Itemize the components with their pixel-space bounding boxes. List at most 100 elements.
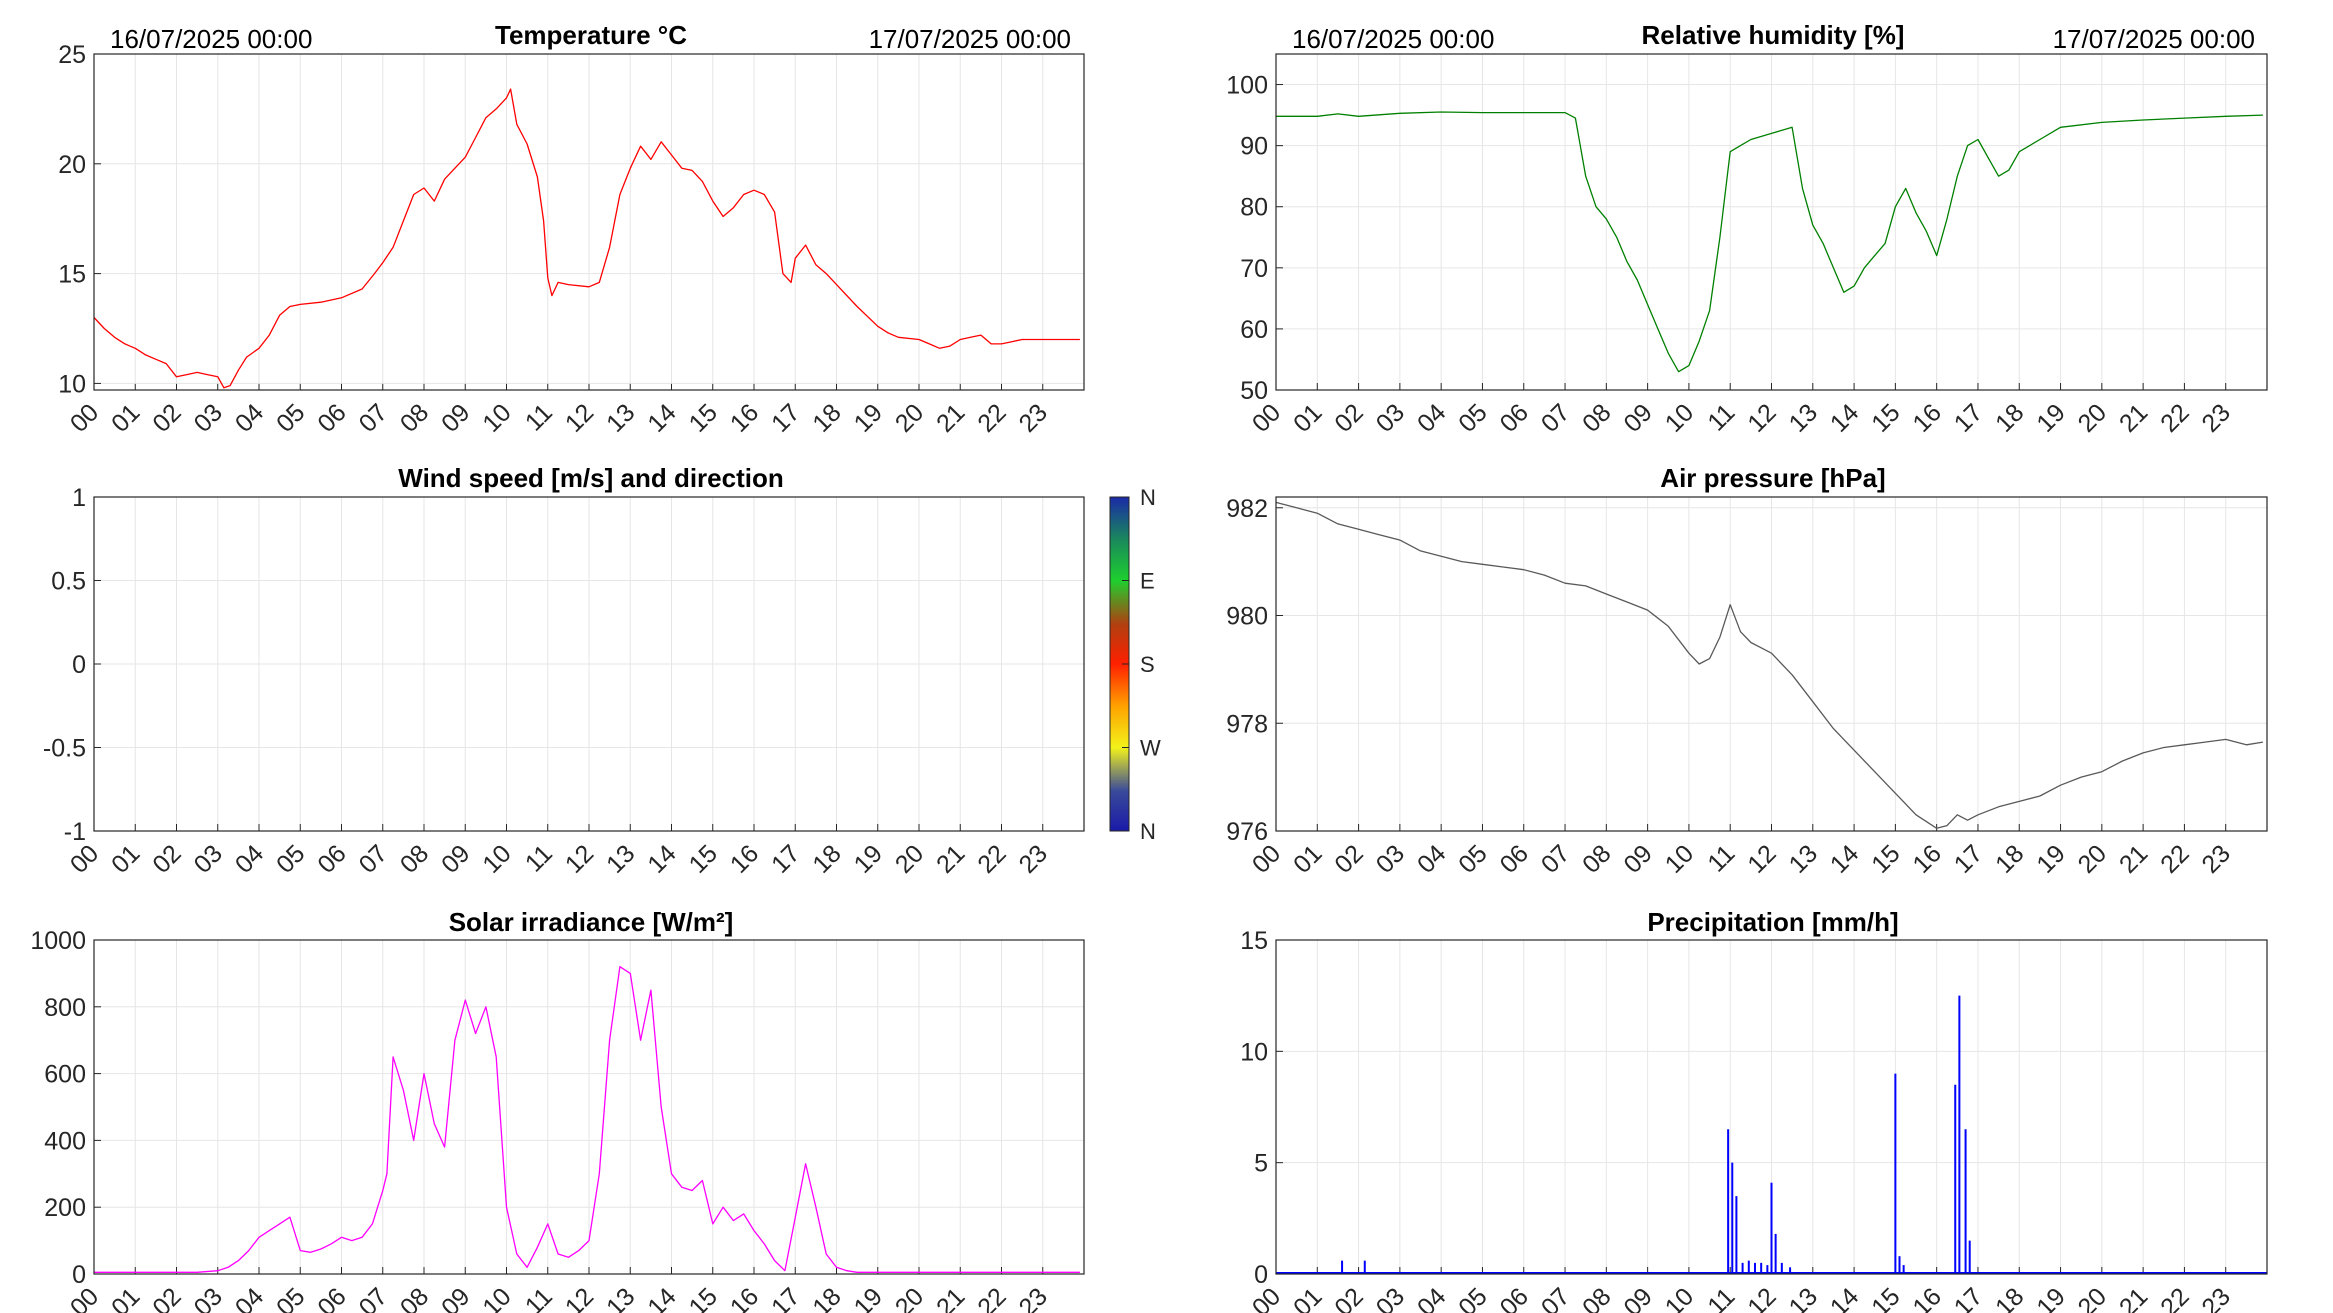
solar-xtick-label: 12 (560, 1282, 599, 1313)
solar-xtick-label: 07 (354, 1282, 393, 1313)
pressure-ytick-label: 978 (1226, 710, 1268, 738)
chart-precip: 00 01 02 03 04 05 06 07 08 09 10 11 12 13 14 15 16 17 18 19… (1240, 927, 2268, 1313)
precip-ytick-label: 5 (1254, 1150, 1268, 1178)
wind-xtick-label: 16 (725, 839, 764, 878)
wind-xtick-label: 08 (395, 839, 434, 878)
wind-xtick-label: 07 (354, 839, 393, 878)
wind-xtick-label: 23 (1014, 839, 1053, 878)
solar-xtick-label: 11 (520, 1282, 558, 1313)
temperature-ytick-label: 15 (58, 261, 86, 289)
pressure-xtick-label: 10 (1660, 839, 1699, 878)
temperature-ytick-label: 20 (58, 151, 86, 179)
temperature-xtick-label: 20 (890, 398, 929, 437)
humidity-xtick-label: 10 (1660, 398, 1699, 437)
pressure-xtick-label: 11 (1702, 839, 1740, 877)
pressure-xtick-label: 13 (1784, 839, 1823, 878)
humidity-xtick-label: 02 (1329, 398, 1368, 437)
humidity-xtick-label: 06 (1495, 398, 1534, 437)
pressure-xtick-label: 09 (1618, 839, 1657, 878)
temperature-xtick-label: 08 (395, 398, 434, 437)
solar-xtick-label: 02 (147, 1282, 186, 1313)
humidity-ytick-label: 80 (1240, 194, 1268, 222)
chart-solar: 00 01 02 03 04 05 06 07 08 09 10 11 12 13 14 15 16 17 18 19… (30, 927, 1085, 1313)
temperature-xtick-label: 00 (65, 398, 104, 437)
date-start-temperature: 16/07/2025 00:00 (110, 24, 312, 54)
solar-xtick-label: 22 (972, 1282, 1011, 1313)
wind-xtick-label: 12 (560, 839, 599, 878)
colorbar-label-N: N (1140, 819, 1156, 844)
solar-xtick-label: 23 (1014, 1282, 1053, 1313)
wind-xtick-label: 04 (230, 839, 270, 879)
pressure-xtick-label: 12 (1742, 839, 1781, 878)
solar-xtick-label: 06 (312, 1282, 351, 1313)
solar-axes-box (93, 939, 1085, 1275)
wind-xtick-label: 21 (931, 839, 970, 878)
humidity-ytick-label: 90 (1240, 133, 1268, 161)
precip-xtick-label: 21 (2114, 1282, 2153, 1313)
pressure-ytick-label: 976 (1226, 818, 1268, 846)
chart-wind: 00 01 02 03 04 05 06 07 08 09 10 11 12 13 14 15 16 17 18 19… (43, 484, 1085, 879)
precip-xtick-label: 03 (1371, 1282, 1410, 1313)
temperature-xtick-label: 16 (725, 398, 764, 437)
humidity-ytick-label: 60 (1240, 316, 1268, 344)
chart-pressure: 00 01 02 03 04 05 06 07 08 09 10 11 12 13 14 15 16 17 18 19… (1226, 495, 2268, 879)
pressure-xtick-label: 16 (1907, 839, 1946, 878)
precip-xtick-label: 06 (1495, 1282, 1534, 1313)
solar-ytick-label: 600 (44, 1061, 86, 1089)
humidity-xtick-label: 20 (2073, 398, 2112, 437)
pressure-xtick-label: 14 (1825, 839, 1865, 879)
pressure-xtick-label: 23 (2196, 839, 2235, 878)
temperature-xtick-label: 11 (520, 398, 558, 436)
wind-ytick-label: -0.5 (43, 735, 86, 763)
humidity-xtick-label: 05 (1453, 398, 1492, 437)
humidity-xtick-label: 03 (1371, 398, 1410, 437)
pressure-xtick-label: 05 (1453, 839, 1492, 878)
humidity-series-line (1276, 111, 2263, 373)
humidity-xtick-label: 12 (1742, 398, 1781, 437)
humidity-xtick-label: 07 (1536, 398, 1575, 437)
humidity-xtick-label: 18 (1990, 398, 2029, 437)
pressure-xtick-label: 17 (1949, 839, 1988, 878)
temperature-xtick-label: 18 (807, 398, 846, 437)
precip-xtick-label: 15 (1866, 1282, 1905, 1313)
precip-ytick-label: 10 (1240, 1038, 1268, 1066)
pressure-xtick-label: 22 (2155, 839, 2194, 878)
wind-xtick-label: 11 (520, 839, 558, 877)
wind-ytick-label: -1 (64, 818, 86, 846)
precip-xtick-label: 07 (1536, 1282, 1575, 1313)
solar-xtick-label: 13 (601, 1282, 640, 1313)
humidity-xtick-label: 16 (1907, 398, 1946, 437)
temperature-xtick-label: 09 (436, 398, 475, 437)
pressure-xtick-label: 02 (1329, 839, 1368, 878)
temperature-xtick-label: 10 (477, 398, 516, 437)
temperature-series-line (93, 88, 1080, 389)
precip-xtick-label: 19 (2031, 1282, 2070, 1313)
precip-xtick-label: 23 (2196, 1282, 2235, 1313)
solar-xtick-label: 21 (931, 1282, 970, 1313)
solar-xtick-label: 01 (106, 1282, 145, 1313)
pressure-xtick-label: 04 (1412, 839, 1452, 879)
chart-title-wind: Wind speed [m/s] and direction (398, 463, 783, 493)
wind-xtick-label: 18 (807, 839, 846, 878)
precip-xtick-label: 20 (2073, 1282, 2112, 1313)
temperature-xtick-label: 21 (931, 398, 970, 437)
solar-ytick-label: 400 (44, 1127, 86, 1155)
temperature-xtick-label: 22 (972, 398, 1011, 437)
wind-ytick-label: 0 (72, 651, 86, 679)
solar-ytick-label: 800 (44, 994, 86, 1022)
colorbar-labels: N W S E N (1122, 485, 1161, 844)
humidity-xtick-label: 23 (2196, 398, 2235, 437)
wind-xtick-label: 03 (189, 839, 228, 878)
wind-xtick-label: 14 (642, 839, 682, 879)
colorbar-label-N2: N (1140, 485, 1156, 510)
temperature-axes-box (93, 53, 1085, 391)
precip-xtick-label: 04 (1412, 1282, 1452, 1313)
pressure-xtick-label: 06 (1495, 839, 1534, 878)
solar-xtick-label: 09 (436, 1282, 475, 1313)
humidity-xtick-label: 11 (1702, 398, 1740, 436)
pressure-xtick-label: 03 (1371, 839, 1410, 878)
date-end-temperature: 17/07/2025 00:00 (869, 24, 1071, 54)
solar-xtick-label: 20 (890, 1282, 929, 1313)
precip-xtick-label: 12 (1742, 1282, 1781, 1313)
chart-temperature: 00 01 02 03 04 05 06 07 08 09 10 11 12 13 14 15 16 17 18 19… (58, 41, 1085, 438)
